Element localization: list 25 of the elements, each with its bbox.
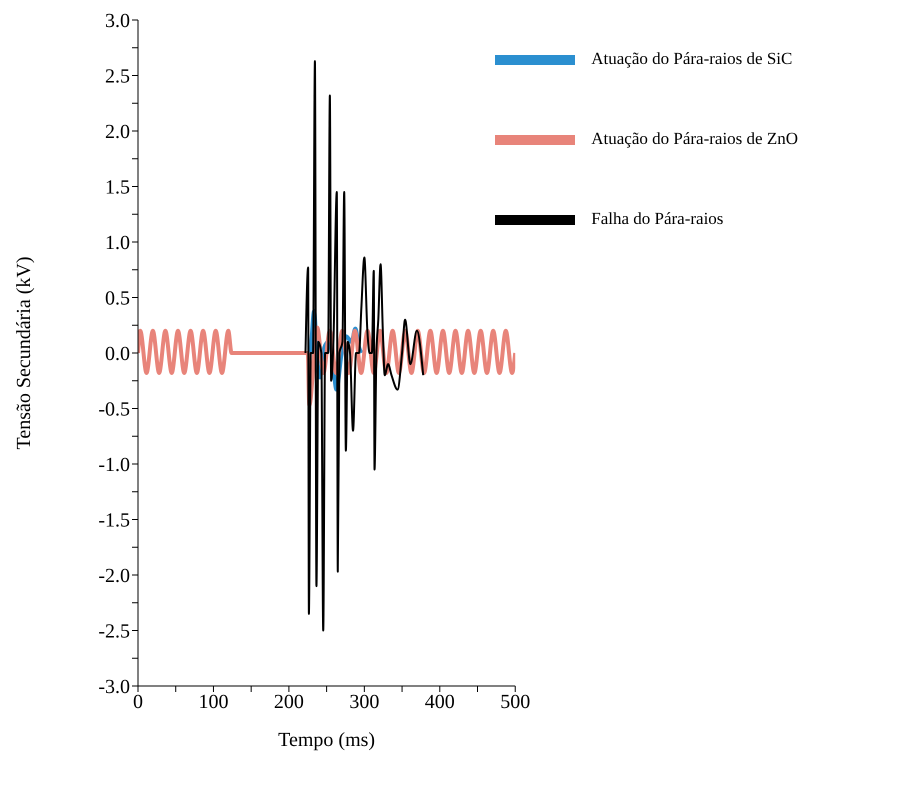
y-tick-label: -2.5: [98, 620, 130, 643]
y-tick-label: 1.5: [105, 176, 130, 199]
y-tick-label: -3.0: [98, 676, 130, 698]
y-axis-title: Tensão Secundária (kV): [13, 256, 36, 450]
y-tick-label: -1.0: [98, 454, 130, 476]
x-tick-label: 500: [500, 691, 530, 714]
x-tick-label: 300: [349, 691, 380, 714]
line-series: [304, 60, 424, 632]
x-tick-label: 200: [274, 691, 304, 714]
x-tick-label: 400: [424, 691, 455, 714]
legend-label: Atuação do Pára-raios de SiC: [591, 48, 792, 68]
y-tick-label: -2.0: [98, 565, 130, 588]
y-tick-label: 3.0: [105, 10, 130, 32]
y-tick-label: 0.0: [105, 343, 130, 366]
x-axis-title: Tempo (ms): [278, 729, 376, 751]
legend-label: Falha do Pára-raios: [591, 208, 724, 228]
y-tick-label: 1.0: [105, 232, 130, 254]
x-tick-label: 0: [133, 691, 143, 714]
legend-label: Atuação do Pára-raios de ZnO: [591, 128, 798, 148]
x-tick-label: 100: [198, 691, 228, 714]
y-tick-label: -1.5: [98, 510, 130, 532]
y-tick-label: 0.5: [105, 288, 130, 310]
y-tick-label: 2.5: [105, 66, 130, 88]
y-tick-label: 2.0: [105, 121, 130, 144]
y-tick-label: -0.5: [98, 398, 130, 421]
